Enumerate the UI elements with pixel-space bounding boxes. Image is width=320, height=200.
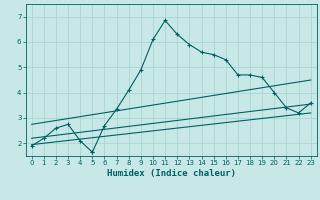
X-axis label: Humidex (Indice chaleur): Humidex (Indice chaleur) (107, 169, 236, 178)
